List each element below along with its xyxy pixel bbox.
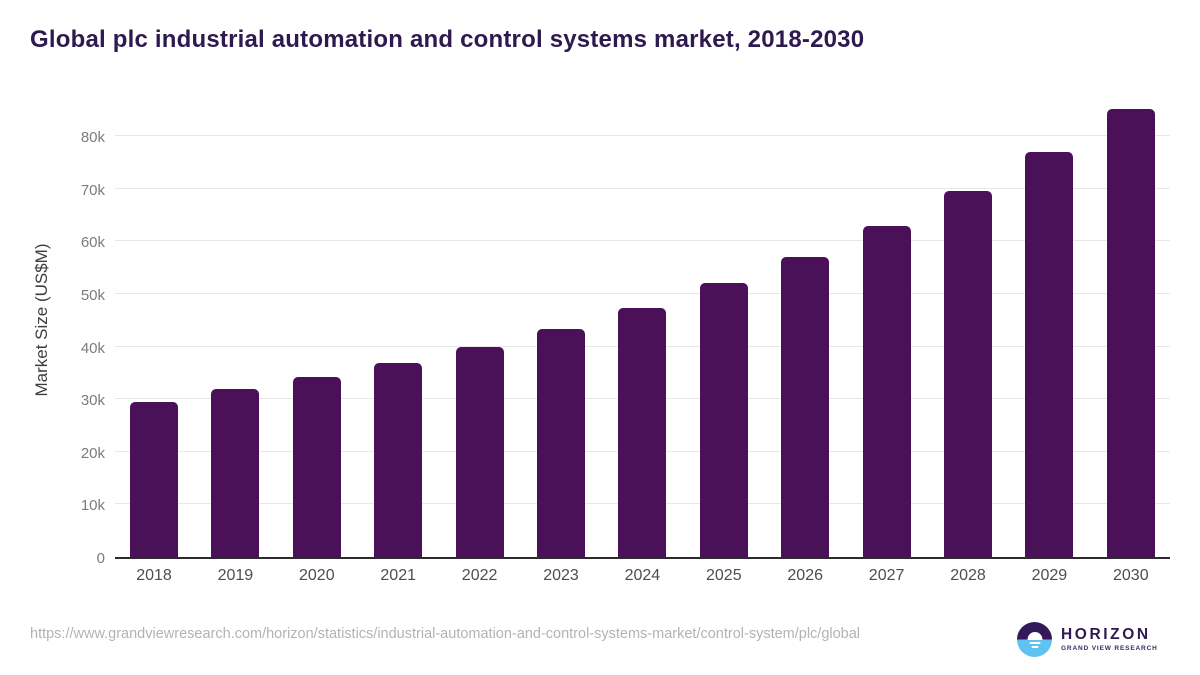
gridline-60k	[115, 240, 1170, 242]
water-ripple-icon	[1029, 641, 1040, 644]
logo-name: HORIZON	[1061, 626, 1151, 643]
chart-title: Global plc industrial automation and con…	[30, 26, 865, 53]
y-tick-label-50k: 50k	[80, 287, 105, 304]
x-tick-label-2027: 2027	[868, 567, 905, 584]
y-tick-label-30k: 30k	[80, 392, 105, 410]
x-tick-label-2026: 2026	[787, 567, 823, 584]
bar-2023	[537, 329, 585, 557]
gridline-50k	[115, 293, 1170, 294]
sun-icon	[1027, 631, 1042, 640]
logo-subtitle: GRAND VIEW RESEARCH	[1061, 645, 1158, 652]
chart-plot-area	[115, 104, 1170, 559]
horizon-sunset-icon	[1017, 622, 1052, 657]
x-tick-label-2028: 2028	[950, 567, 986, 584]
bar-2027	[862, 226, 911, 557]
bar-2025	[699, 283, 748, 557]
x-tick-label-2020: 2020	[299, 567, 335, 584]
x-tick-label-2021: 2021	[380, 567, 416, 584]
bar-2018	[130, 401, 178, 557]
gridline-70k	[115, 187, 1170, 189]
y-axis-tick-labels: 0 10k 20k 30k 40k 50k 60k 70k 80k	[0, 104, 105, 567]
x-tick-label-2023: 2023	[543, 567, 579, 584]
bar-2022	[455, 347, 504, 557]
x-tick-label-2024: 2024	[624, 567, 661, 584]
source-url: https://www.grandviewresearch.com/horizo…	[30, 626, 861, 642]
bar-2029	[1025, 151, 1074, 557]
x-tick-label-2029: 2029	[1031, 567, 1068, 584]
x-tick-label-2025: 2025	[706, 567, 742, 584]
x-tick-label-2030: 2030	[1113, 567, 1149, 584]
gridline-80k	[115, 135, 1170, 137]
water-ripple-icon	[1031, 645, 1038, 648]
y-tick-label-0: 0	[96, 550, 105, 567]
bar-2026	[781, 256, 830, 557]
y-tick-label-20k: 20k	[80, 444, 105, 462]
y-tick-label-40k: 40k	[80, 339, 105, 357]
bar-2020	[292, 377, 341, 557]
x-tick-label-2022: 2022	[461, 567, 498, 584]
horizon-logo: HORIZON GRAND VIEW RESEARCH	[1017, 622, 1158, 657]
bar-2021	[374, 362, 423, 557]
y-tick-label-60k: 60k	[80, 234, 105, 252]
bar-2019	[211, 388, 260, 557]
y-tick-label-10k: 10k	[80, 497, 105, 515]
y-tick-label-80k: 80k	[80, 129, 105, 147]
bar-2030	[1106, 108, 1155, 557]
bar-2028	[944, 190, 992, 557]
x-axis-tick-labels: 2018 2019 2020 2021 2022 2023 2024 2025 2026 2027…	[115, 567, 1170, 591]
bar-2024	[618, 308, 667, 557]
x-tick-label-2018: 2018	[136, 567, 172, 584]
x-tick-label-2019: 2019	[217, 567, 254, 584]
y-tick-label-70k: 70k	[80, 181, 105, 199]
